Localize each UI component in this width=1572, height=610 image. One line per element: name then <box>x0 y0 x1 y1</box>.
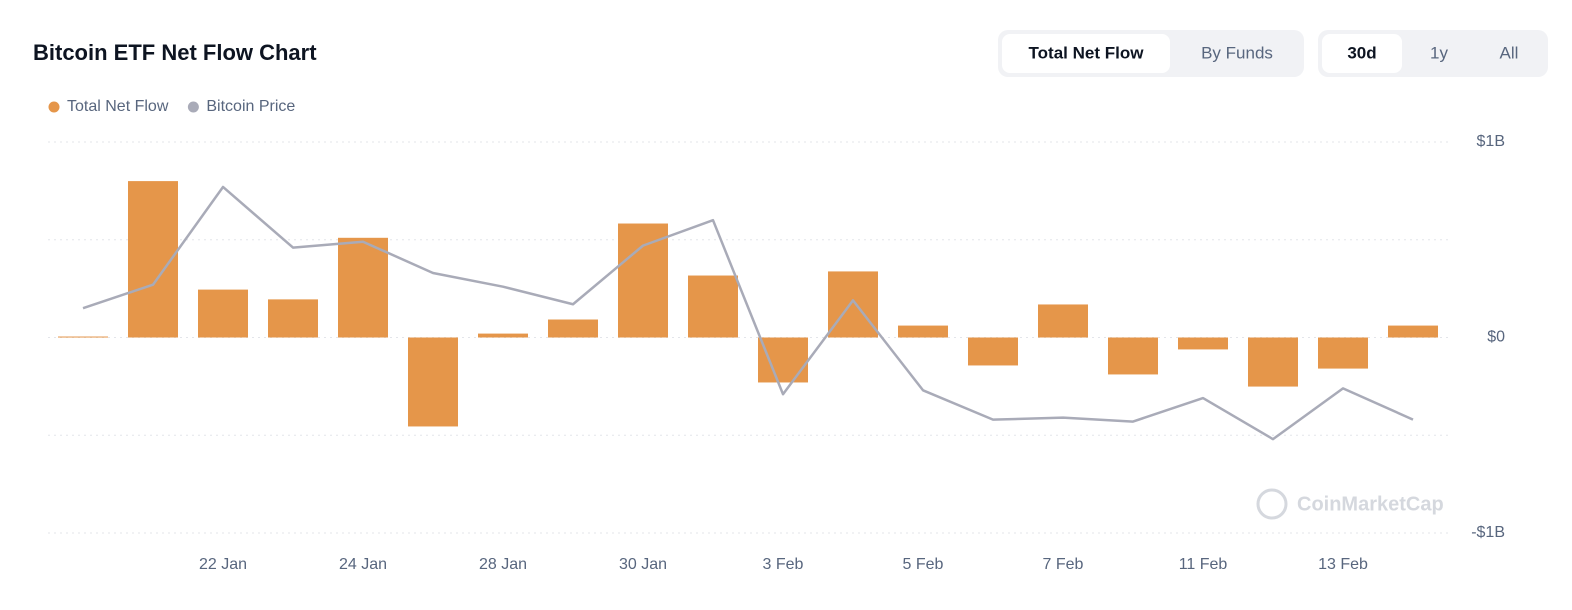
bar <box>268 299 318 338</box>
legend-label: Total Net Flow <box>67 98 169 115</box>
legend-swatch <box>48 101 60 113</box>
view-tab[interactable]: Total Net Flow <box>1029 43 1145 62</box>
chart-title: Bitcoin ETF Net Flow Chart <box>33 40 317 65</box>
tab-active-bg <box>1322 34 1402 73</box>
price-line <box>82 185 1414 441</box>
bar <box>338 237 388 338</box>
x-tick-label: 28 Jan <box>479 556 527 573</box>
bar <box>688 275 738 338</box>
bar <box>478 333 528 338</box>
watermark-logo <box>1256 488 1288 520</box>
bar <box>1178 337 1228 350</box>
x-tick-label: 30 Jan <box>619 556 667 573</box>
x-tick-label: 22 Jan <box>199 556 247 573</box>
view-tab[interactable]: By Funds <box>1201 43 1273 62</box>
range-tab[interactable]: All <box>1500 43 1519 62</box>
bar <box>1248 337 1298 387</box>
x-tick-label: 7 Feb <box>1043 556 1084 573</box>
y-tick-label: $1B <box>1477 133 1505 150</box>
bar <box>758 337 808 383</box>
y-tick-label: $0 <box>1487 329 1505 346</box>
bar <box>828 271 878 338</box>
bar <box>408 337 458 427</box>
bar <box>1388 325 1438 338</box>
range-tab[interactable]: 1y <box>1430 43 1448 62</box>
legend-label: Bitcoin Price <box>206 98 295 115</box>
x-tick-label: 11 Feb <box>1179 556 1228 573</box>
x-tick-label: 13 Feb <box>1318 556 1368 573</box>
bar <box>198 289 248 338</box>
bar <box>1318 337 1368 369</box>
x-tick-label: 24 Jan <box>339 556 387 573</box>
y-tick-label: -$1B <box>1471 524 1505 541</box>
x-tick-label: 3 Feb <box>763 556 804 573</box>
bar <box>1108 337 1158 375</box>
bar <box>58 336 108 338</box>
bar <box>968 337 1018 366</box>
legend-swatch <box>187 101 199 113</box>
bar <box>898 325 948 338</box>
tab-active-bg <box>1002 34 1170 73</box>
x-tick-label: 5 Feb <box>903 556 944 573</box>
bar <box>548 319 598 338</box>
bar <box>618 223 668 338</box>
bar <box>1038 304 1088 338</box>
watermark: CoinMarketCap <box>1297 493 1444 515</box>
range-tab[interactable]: 30d <box>1347 43 1376 62</box>
